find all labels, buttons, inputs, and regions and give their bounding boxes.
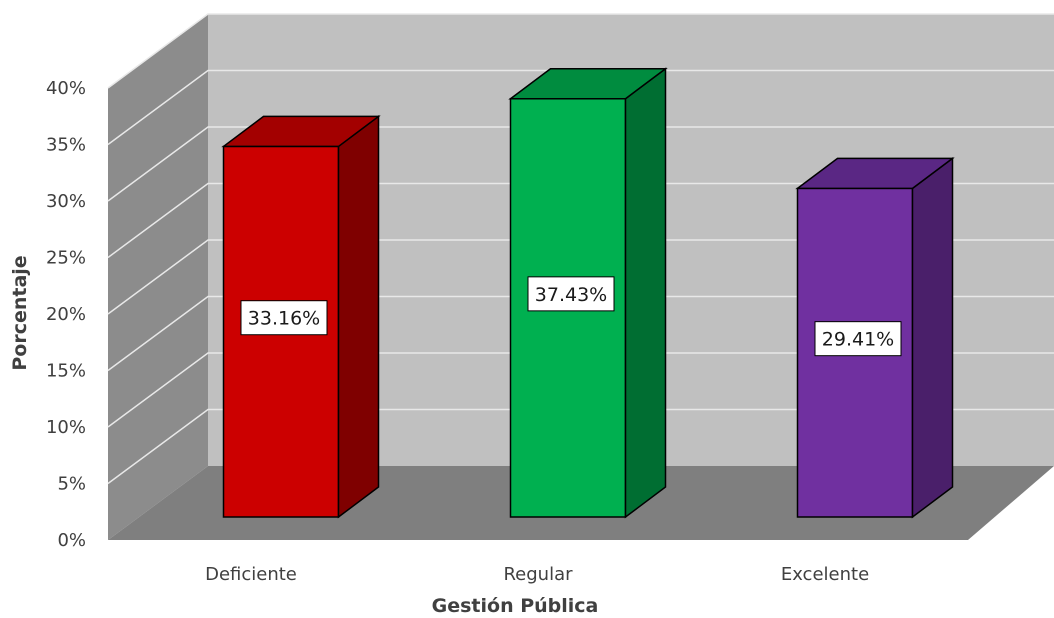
data-label-box bbox=[814, 321, 902, 357]
y-tick-label: 25% bbox=[46, 248, 86, 269]
bar-side bbox=[911, 156, 954, 519]
y-tick-label: 30% bbox=[46, 191, 86, 212]
y-tick-label: 0% bbox=[57, 530, 86, 551]
x-tick-label: Excelente bbox=[781, 564, 869, 585]
bar-top bbox=[221, 115, 381, 148]
gridline bbox=[107, 182, 1054, 259]
y-tick-label: 40% bbox=[46, 78, 86, 99]
bar-side bbox=[624, 67, 667, 519]
gridline bbox=[107, 69, 1054, 146]
gridline bbox=[107, 126, 1054, 202]
y-axis-ticks: 0% 5% 10% 15% 20% 25% 30% 35% 40% bbox=[46, 78, 86, 551]
bar-top bbox=[508, 67, 668, 100]
data-label-box bbox=[240, 300, 328, 336]
data-label-text: 37.43% bbox=[535, 284, 607, 306]
y-tick-label: 20% bbox=[46, 304, 86, 325]
y-tick-label: 5% bbox=[57, 474, 86, 495]
y-tick-label: 35% bbox=[46, 135, 86, 156]
x-axis-title: Gestión Pública bbox=[432, 595, 599, 617]
x-axis-ticks: Deficiente Regular Excelente bbox=[205, 564, 869, 585]
y-tick-label: 15% bbox=[46, 361, 86, 382]
bar-side bbox=[337, 114, 380, 519]
data-label: 33.16% bbox=[240, 300, 328, 336]
data-label: 37.43% bbox=[527, 276, 615, 312]
x-tick-label: Deficiente bbox=[205, 564, 297, 585]
gridline bbox=[107, 13, 1054, 89]
data-label-box bbox=[527, 276, 615, 312]
y-axis-title: Porcentaje bbox=[9, 255, 31, 370]
data-label-text: 33.16% bbox=[248, 308, 320, 330]
gridline bbox=[107, 352, 1054, 428]
data-label: 29.41% bbox=[814, 321, 902, 357]
gridlines bbox=[107, 13, 1054, 485]
bar-top bbox=[795, 157, 955, 190]
gridline bbox=[107, 239, 1054, 315]
y-tick-label: 10% bbox=[46, 417, 86, 438]
data-labels: 33.16% 37.43% 29.41% bbox=[240, 276, 902, 357]
x-tick-label: Regular bbox=[503, 564, 573, 585]
data-label-text: 29.41% bbox=[822, 329, 894, 351]
gridline bbox=[107, 408, 1054, 485]
gridline bbox=[107, 295, 1054, 372]
